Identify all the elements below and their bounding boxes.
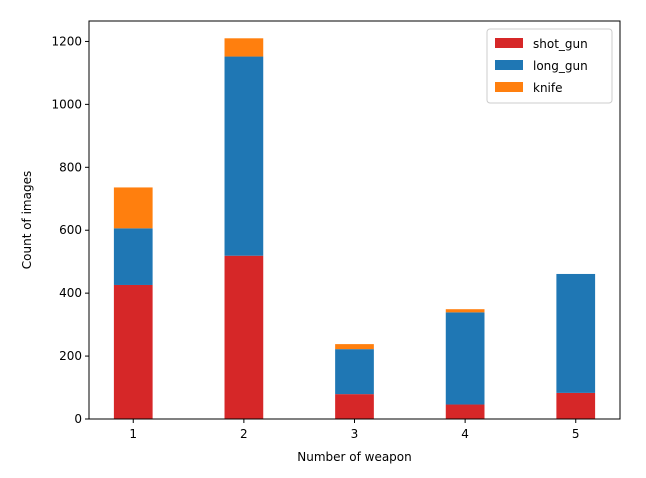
legend-swatch-shot-gun — [495, 38, 523, 48]
x-tick-label-1: 1 — [129, 427, 137, 441]
bar-shot-gun-2 — [224, 255, 264, 419]
legend-swatch-knife — [495, 82, 523, 92]
y-axis-ticks: 0 200 400 600 800 1000 1200 — [51, 34, 89, 426]
x-axis-label: Number of weapon — [297, 450, 412, 464]
bar-shot-gun-4 — [445, 404, 485, 419]
legend-label-long-gun: long_gun — [533, 59, 588, 73]
bar-knife-4 — [445, 309, 485, 313]
bar-shot-gun-3 — [335, 394, 374, 419]
legend-label-knife: knife — [533, 81, 563, 95]
bars-layer — [113, 38, 596, 419]
y-tick-label-200: 200 — [59, 349, 82, 363]
y-tick-label-1000: 1000 — [51, 97, 82, 111]
x-tick-label-2: 2 — [240, 427, 248, 441]
bar-long-gun-2 — [224, 56, 264, 256]
legend-label-shot-gun: shot_gun — [533, 37, 588, 51]
bar-long-gun-5 — [556, 273, 596, 393]
x-tick-label-5: 5 — [572, 427, 580, 441]
x-axis-ticks: 1 2 3 4 5 — [129, 419, 580, 441]
y-tick-label-0: 0 — [74, 412, 82, 426]
bar-knife-2 — [224, 38, 264, 57]
y-tick-label-600: 600 — [59, 223, 82, 237]
y-tick-label-400: 400 — [59, 286, 82, 300]
y-axis-label: Count of images — [20, 171, 34, 269]
legend-swatch-long-gun — [495, 60, 523, 70]
y-tick-label-800: 800 — [59, 160, 82, 174]
bar-shot-gun-1 — [113, 284, 153, 419]
bar-long-gun-3 — [335, 349, 374, 395]
x-tick-label-4: 4 — [461, 427, 469, 441]
bar-long-gun-1 — [113, 228, 153, 285]
bar-long-gun-4 — [445, 312, 485, 405]
bar-shot-gun-5 — [556, 392, 596, 419]
bar-knife-3 — [335, 344, 374, 350]
x-tick-label-3: 3 — [351, 427, 359, 441]
bar-knife-1 — [113, 187, 153, 229]
y-tick-label-1200: 1200 — [51, 34, 82, 48]
